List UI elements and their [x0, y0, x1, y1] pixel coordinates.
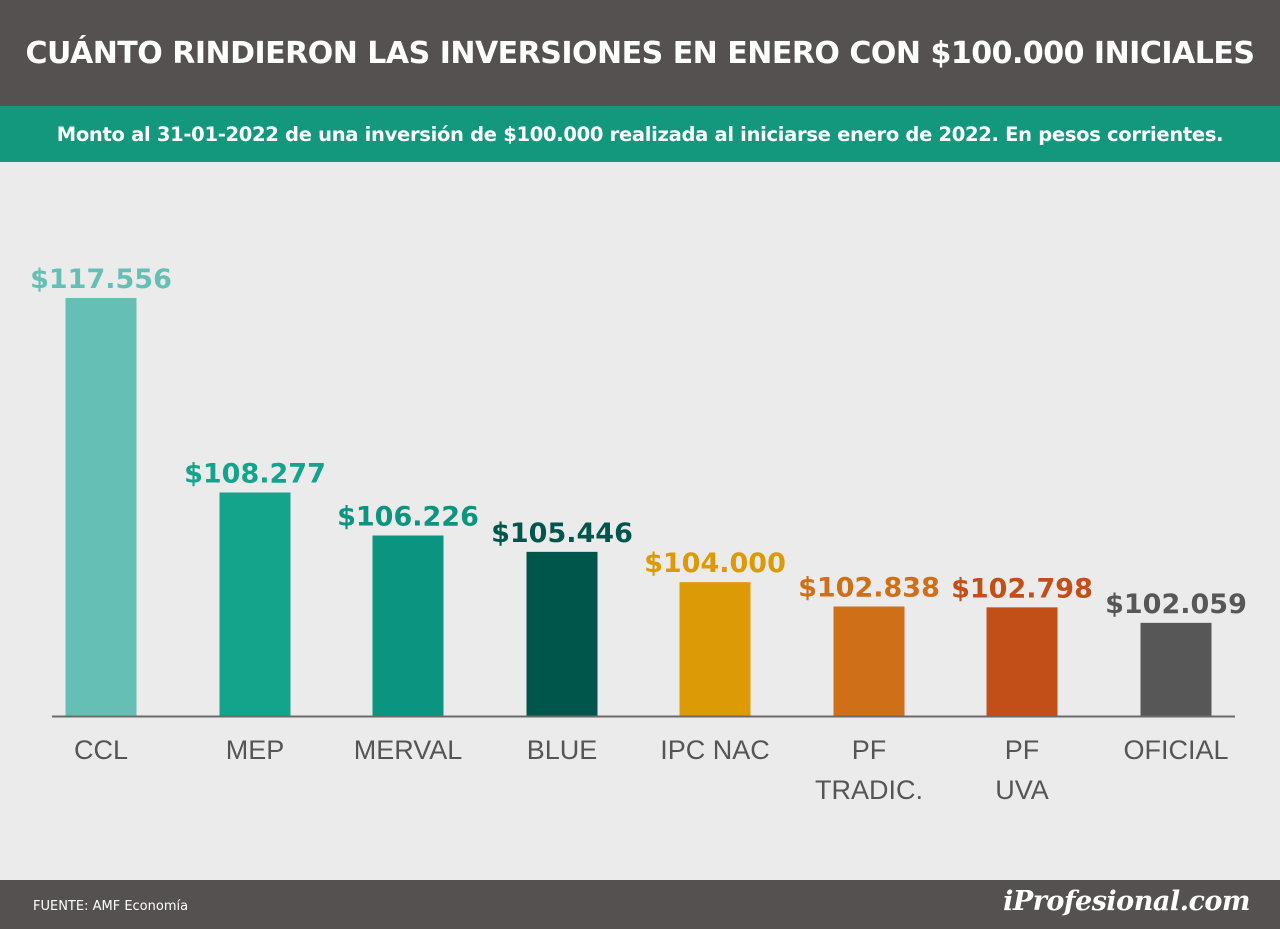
bar-0 [65, 298, 137, 716]
chart-title: CUÁNTO RINDIERON LAS INVERSIONES EN ENER… [25, 35, 1255, 71]
brand-logo: iProfesional.com [1003, 886, 1250, 917]
title-bar: CUÁNTO RINDIERON LAS INVERSIONES EN ENER… [0, 0, 1280, 106]
value-label-1: $108.277 [184, 459, 326, 490]
category-label-5-0: PF [852, 735, 887, 765]
bar-4 [679, 582, 751, 716]
category-label-0-0: CCL [74, 735, 128, 765]
category-label-6-0: PF [1005, 735, 1040, 765]
bar-7 [1140, 622, 1212, 716]
bar-1 [219, 492, 291, 716]
bar-5 [833, 606, 905, 716]
value-label-5: $102.838 [798, 573, 940, 604]
category-label-1-0: MEP [226, 735, 285, 765]
bar-6 [986, 607, 1058, 716]
subtitle-bar: Monto al 31-01-2022 de una inversión de … [0, 106, 1280, 162]
category-label-7-0: OFICIAL [1123, 735, 1228, 765]
category-label-3-0: BLUE [527, 735, 598, 765]
value-label-6: $102.798 [951, 573, 1093, 604]
bar-3 [526, 551, 598, 716]
value-label-3: $105.446 [491, 518, 633, 549]
value-label-2: $106.226 [337, 501, 479, 532]
bar-chart: $117.556 CCL $108.277 MEP $106.226 MERVAL $105… [30, 264, 1247, 805]
bar-2 [372, 535, 444, 716]
value-label-0: $117.556 [30, 264, 172, 295]
value-label-7: $102.059 [1105, 589, 1247, 620]
category-label-4-0: IPC NAC [660, 735, 770, 765]
category-label-6-1: UVA [995, 775, 1049, 805]
chart-subtitle: Monto al 31-01-2022 de una inversión de … [56, 122, 1224, 146]
category-label-5-1: TRADIC. [815, 775, 923, 805]
source-note: FUENTE: AMF Economía [33, 899, 189, 914]
value-label-4: $104.000 [644, 548, 786, 579]
footer-bar: FUENTE: AMF Economía iProfesional.com [0, 880, 1280, 929]
category-label-2-0: MERVAL [354, 735, 463, 765]
